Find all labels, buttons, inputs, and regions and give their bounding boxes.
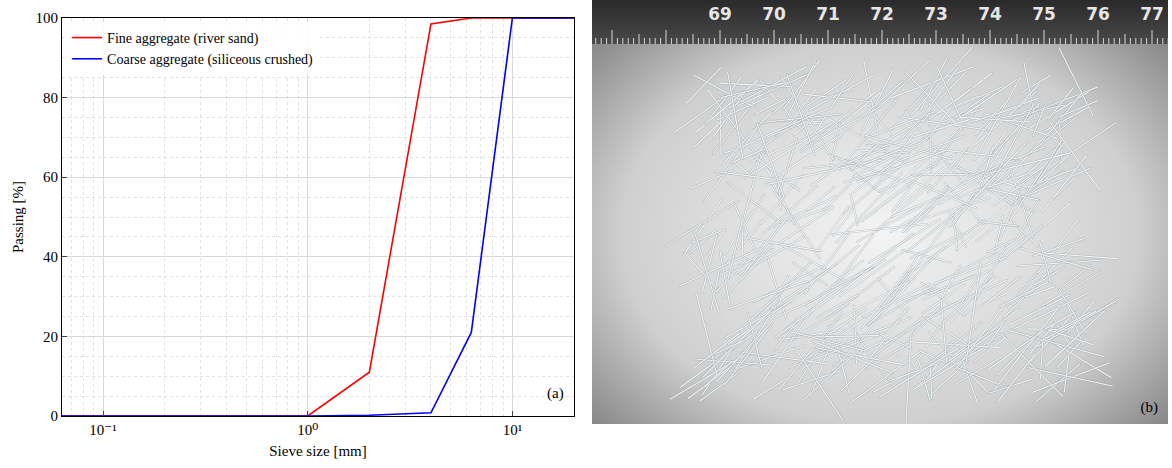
svg-text:10⁰: 10⁰ bbox=[297, 422, 318, 438]
svg-text:70: 70 bbox=[762, 4, 786, 24]
svg-text:60: 60 bbox=[43, 169, 58, 185]
svg-text:40: 40 bbox=[43, 249, 58, 265]
svg-text:Fine aggregate (river sand): Fine aggregate (river sand) bbox=[107, 31, 259, 47]
svg-text:69: 69 bbox=[708, 4, 732, 24]
svg-text:80: 80 bbox=[43, 90, 58, 106]
svg-text:76: 76 bbox=[1086, 4, 1110, 24]
svg-text:(b): (b) bbox=[1141, 399, 1159, 416]
svg-text:10¹: 10¹ bbox=[503, 422, 523, 438]
svg-text:20: 20 bbox=[43, 329, 58, 345]
svg-text:73: 73 bbox=[924, 4, 948, 24]
svg-text:Coarse aggregate (siliceous cr: Coarse aggregate (siliceous crushed) bbox=[107, 52, 313, 68]
svg-text:74: 74 bbox=[978, 4, 1002, 24]
svg-text:75: 75 bbox=[1032, 4, 1056, 24]
svg-text:(a): (a) bbox=[547, 385, 564, 402]
svg-text:71: 71 bbox=[816, 4, 840, 24]
svg-text:100: 100 bbox=[36, 10, 59, 26]
svg-text:72: 72 bbox=[870, 4, 894, 24]
svg-text:0: 0 bbox=[51, 408, 59, 424]
svg-text:10⁻¹: 10⁻¹ bbox=[89, 422, 116, 438]
svg-text:Passing [%]: Passing [%] bbox=[10, 181, 26, 253]
svg-text:77: 77 bbox=[1140, 4, 1164, 24]
svg-text:Sieve size [mm]: Sieve size [mm] bbox=[269, 443, 366, 459]
